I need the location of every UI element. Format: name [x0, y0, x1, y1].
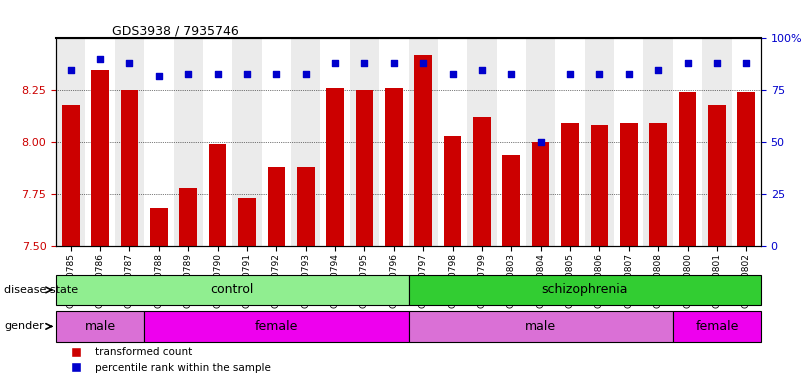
Bar — [150, 209, 167, 246]
Text: female: female — [255, 320, 298, 333]
Point — [505, 71, 517, 77]
Point — [123, 60, 136, 66]
Bar — [409, 311, 673, 342]
Point — [182, 71, 195, 77]
Point — [328, 60, 341, 66]
Bar — [174, 38, 203, 246]
Text: GDS3938 / 7935746: GDS3938 / 7935746 — [112, 24, 239, 37]
Bar — [385, 88, 403, 246]
Bar — [502, 154, 520, 246]
Bar — [708, 105, 726, 246]
Bar — [673, 311, 761, 342]
Point — [710, 60, 723, 66]
Bar — [562, 123, 579, 246]
Bar — [379, 38, 409, 246]
Point — [593, 71, 606, 77]
Bar — [56, 311, 144, 342]
Text: control: control — [211, 283, 254, 296]
Bar — [262, 38, 291, 246]
Bar — [56, 275, 409, 305]
Text: male: male — [85, 320, 115, 333]
Bar — [555, 38, 585, 246]
Bar — [115, 38, 144, 246]
Bar — [731, 38, 761, 246]
Point — [740, 60, 753, 66]
Bar — [91, 70, 109, 246]
Bar — [650, 123, 667, 246]
Point — [476, 66, 489, 73]
Point — [64, 66, 77, 73]
Bar — [526, 38, 555, 246]
Bar — [590, 126, 608, 246]
Bar — [326, 88, 344, 246]
Bar — [643, 38, 673, 246]
Bar — [414, 55, 432, 246]
Bar — [356, 90, 373, 246]
Bar — [702, 38, 731, 246]
Text: male: male — [525, 320, 556, 333]
Bar — [678, 92, 696, 246]
Bar — [268, 167, 285, 246]
Point — [300, 71, 312, 77]
Point — [388, 60, 400, 66]
Point — [564, 71, 577, 77]
Text: female: female — [695, 320, 739, 333]
Point — [652, 66, 665, 73]
Bar — [86, 38, 115, 246]
Point — [152, 73, 165, 79]
Point — [681, 60, 694, 66]
Bar — [467, 38, 497, 246]
Bar — [438, 38, 467, 246]
Bar — [179, 188, 197, 246]
Bar — [409, 275, 761, 305]
Point — [622, 71, 635, 77]
Bar — [673, 38, 702, 246]
Bar — [203, 38, 232, 246]
Bar — [62, 105, 79, 246]
Point — [534, 139, 547, 145]
Bar — [121, 90, 139, 246]
Point — [358, 60, 371, 66]
Point — [94, 56, 107, 62]
Bar — [444, 136, 461, 246]
Bar — [620, 123, 638, 246]
Text: schizophrenia: schizophrenia — [541, 283, 628, 296]
Bar — [409, 38, 438, 246]
Bar — [291, 38, 320, 246]
Bar — [320, 38, 350, 246]
Bar — [614, 38, 643, 246]
Bar — [350, 38, 379, 246]
Bar — [209, 144, 227, 246]
Bar — [238, 198, 256, 246]
Point — [240, 71, 253, 77]
Text: disease state: disease state — [4, 285, 78, 295]
Bar — [532, 142, 549, 246]
Bar — [56, 38, 86, 246]
Bar — [497, 38, 526, 246]
Point — [211, 71, 224, 77]
Bar — [585, 38, 614, 246]
Point — [417, 60, 429, 66]
Bar — [297, 167, 315, 246]
Point — [270, 71, 283, 77]
Legend: transformed count, percentile rank within the sample: transformed count, percentile rank withi… — [62, 343, 275, 377]
Bar — [144, 311, 409, 342]
Bar — [144, 38, 174, 246]
Bar — [232, 38, 262, 246]
Bar — [473, 117, 491, 246]
Point — [446, 71, 459, 77]
Text: gender: gender — [4, 321, 44, 331]
Bar — [738, 92, 755, 246]
